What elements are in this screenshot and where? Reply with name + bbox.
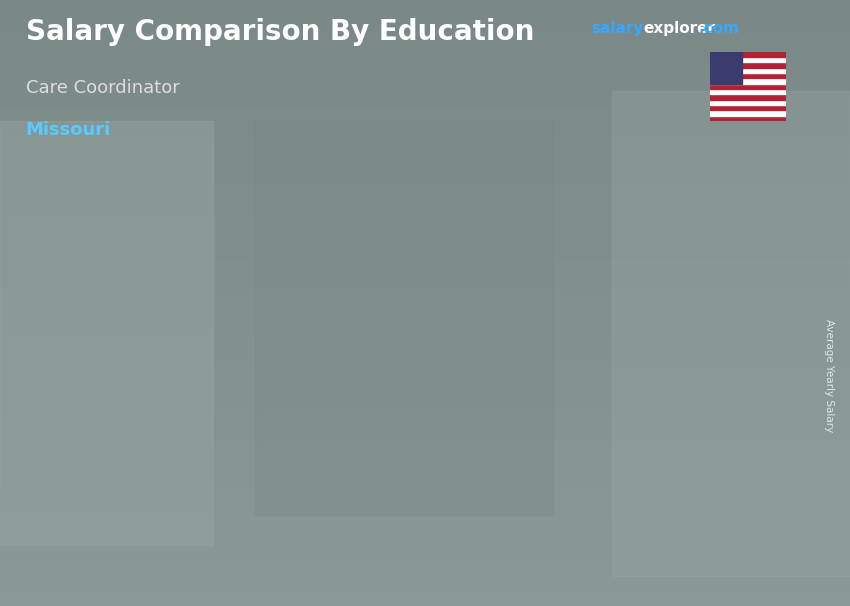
Polygon shape xyxy=(617,279,623,558)
Bar xyxy=(0,470,850,485)
Bar xyxy=(0,288,850,303)
Bar xyxy=(710,89,786,95)
Polygon shape xyxy=(617,279,706,558)
Bar xyxy=(710,73,786,78)
Text: 48,500 USD: 48,500 USD xyxy=(348,362,440,376)
Bar xyxy=(0,485,850,500)
Bar xyxy=(255,121,552,515)
Bar xyxy=(710,52,786,57)
Bar xyxy=(710,105,786,110)
Bar xyxy=(0,454,850,470)
Bar xyxy=(0,561,850,576)
Text: 67,300 USD: 67,300 USD xyxy=(606,285,697,299)
Bar xyxy=(0,15,850,30)
Text: +39%: +39% xyxy=(559,236,636,260)
Bar xyxy=(0,227,850,242)
Bar xyxy=(0,0,850,15)
Text: +58%: +58% xyxy=(303,311,379,336)
Bar xyxy=(0,500,850,515)
Bar xyxy=(0,121,850,136)
Bar xyxy=(710,116,786,121)
Bar xyxy=(710,57,786,62)
Bar xyxy=(710,68,786,73)
Text: Salary Comparison By Education: Salary Comparison By Education xyxy=(26,18,534,46)
Bar xyxy=(0,515,850,530)
Bar xyxy=(0,136,850,152)
Bar xyxy=(0,273,850,288)
Bar xyxy=(0,409,850,424)
Text: Missouri: Missouri xyxy=(26,121,110,139)
Text: salary: salary xyxy=(591,21,643,36)
Polygon shape xyxy=(706,279,729,558)
Bar xyxy=(710,62,786,68)
Bar xyxy=(0,439,850,454)
Bar xyxy=(0,212,850,227)
Bar xyxy=(0,364,850,379)
Text: Average Yearly Salary: Average Yearly Salary xyxy=(824,319,834,432)
Bar xyxy=(612,91,850,576)
Bar xyxy=(0,152,850,167)
Bar xyxy=(0,424,850,439)
Bar xyxy=(0,121,212,545)
Bar xyxy=(0,545,850,561)
Polygon shape xyxy=(360,357,366,558)
Bar xyxy=(0,348,850,364)
Bar xyxy=(710,52,742,84)
Bar xyxy=(0,45,850,61)
Bar xyxy=(710,78,786,84)
Bar xyxy=(0,258,850,273)
Bar xyxy=(0,61,850,76)
Text: .com: .com xyxy=(699,21,740,36)
Bar xyxy=(0,591,850,606)
Bar xyxy=(0,318,850,333)
Bar xyxy=(0,394,850,409)
Bar xyxy=(0,167,850,182)
Bar xyxy=(0,576,850,591)
Bar xyxy=(0,303,850,318)
Bar xyxy=(0,76,850,91)
Bar xyxy=(0,333,850,348)
Bar xyxy=(0,182,850,197)
Bar xyxy=(0,30,850,45)
Bar xyxy=(710,110,786,116)
Polygon shape xyxy=(104,431,109,558)
Text: explorer: explorer xyxy=(643,21,716,36)
Text: Care Coordinator: Care Coordinator xyxy=(26,79,179,97)
Bar xyxy=(0,197,850,212)
Polygon shape xyxy=(360,357,449,558)
Text: 30,600 USD: 30,600 USD xyxy=(92,436,183,450)
Polygon shape xyxy=(449,357,473,558)
Bar xyxy=(710,95,786,100)
Bar xyxy=(0,91,850,106)
Bar xyxy=(710,100,786,105)
Polygon shape xyxy=(192,431,216,558)
Bar xyxy=(710,84,786,89)
Bar xyxy=(0,106,850,121)
Bar xyxy=(0,530,850,545)
Polygon shape xyxy=(104,431,192,558)
Bar xyxy=(0,379,850,394)
Bar xyxy=(0,242,850,258)
